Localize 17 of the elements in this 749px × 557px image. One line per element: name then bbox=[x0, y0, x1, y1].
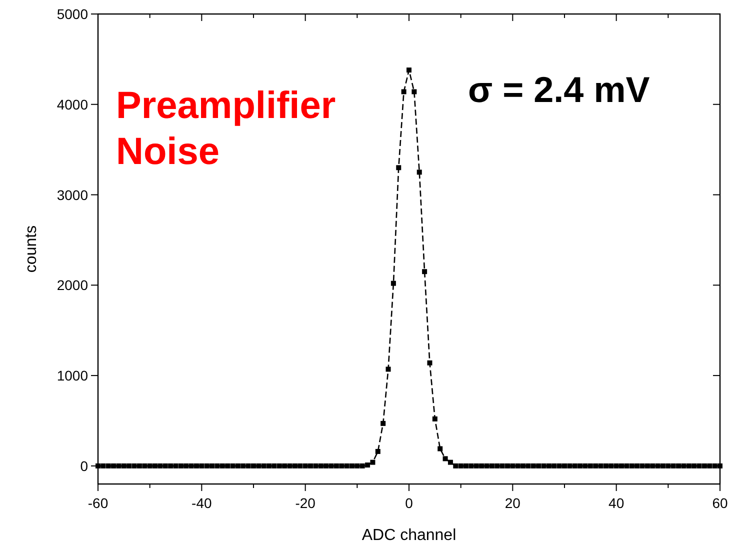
x-tick-label: -20 bbox=[295, 495, 316, 511]
y-tick-label: 3000 bbox=[56, 186, 88, 203]
annotation: σ = 2.4 mV bbox=[468, 69, 650, 110]
x-tick-label: 60 bbox=[712, 495, 728, 511]
x-tick-label: 40 bbox=[608, 495, 624, 511]
x-axis-title: ADC channel bbox=[362, 527, 456, 544]
x-tick-label: 0 bbox=[405, 495, 414, 511]
y-tick-label: 5000 bbox=[56, 6, 88, 22]
y-tick-label: 2000 bbox=[56, 277, 88, 294]
y-axis-title: counts bbox=[23, 225, 40, 273]
y-tick-label: 4000 bbox=[56, 96, 88, 112]
y-tick-label: 0 bbox=[80, 458, 88, 474]
y-tick-label: 1000 bbox=[56, 368, 88, 384]
x-tick-label: -60 bbox=[88, 495, 108, 511]
annotation: Preamplifier Noise bbox=[116, 85, 336, 173]
x-tick-label: 20 bbox=[504, 495, 521, 511]
x-tick-label: -40 bbox=[192, 495, 212, 511]
